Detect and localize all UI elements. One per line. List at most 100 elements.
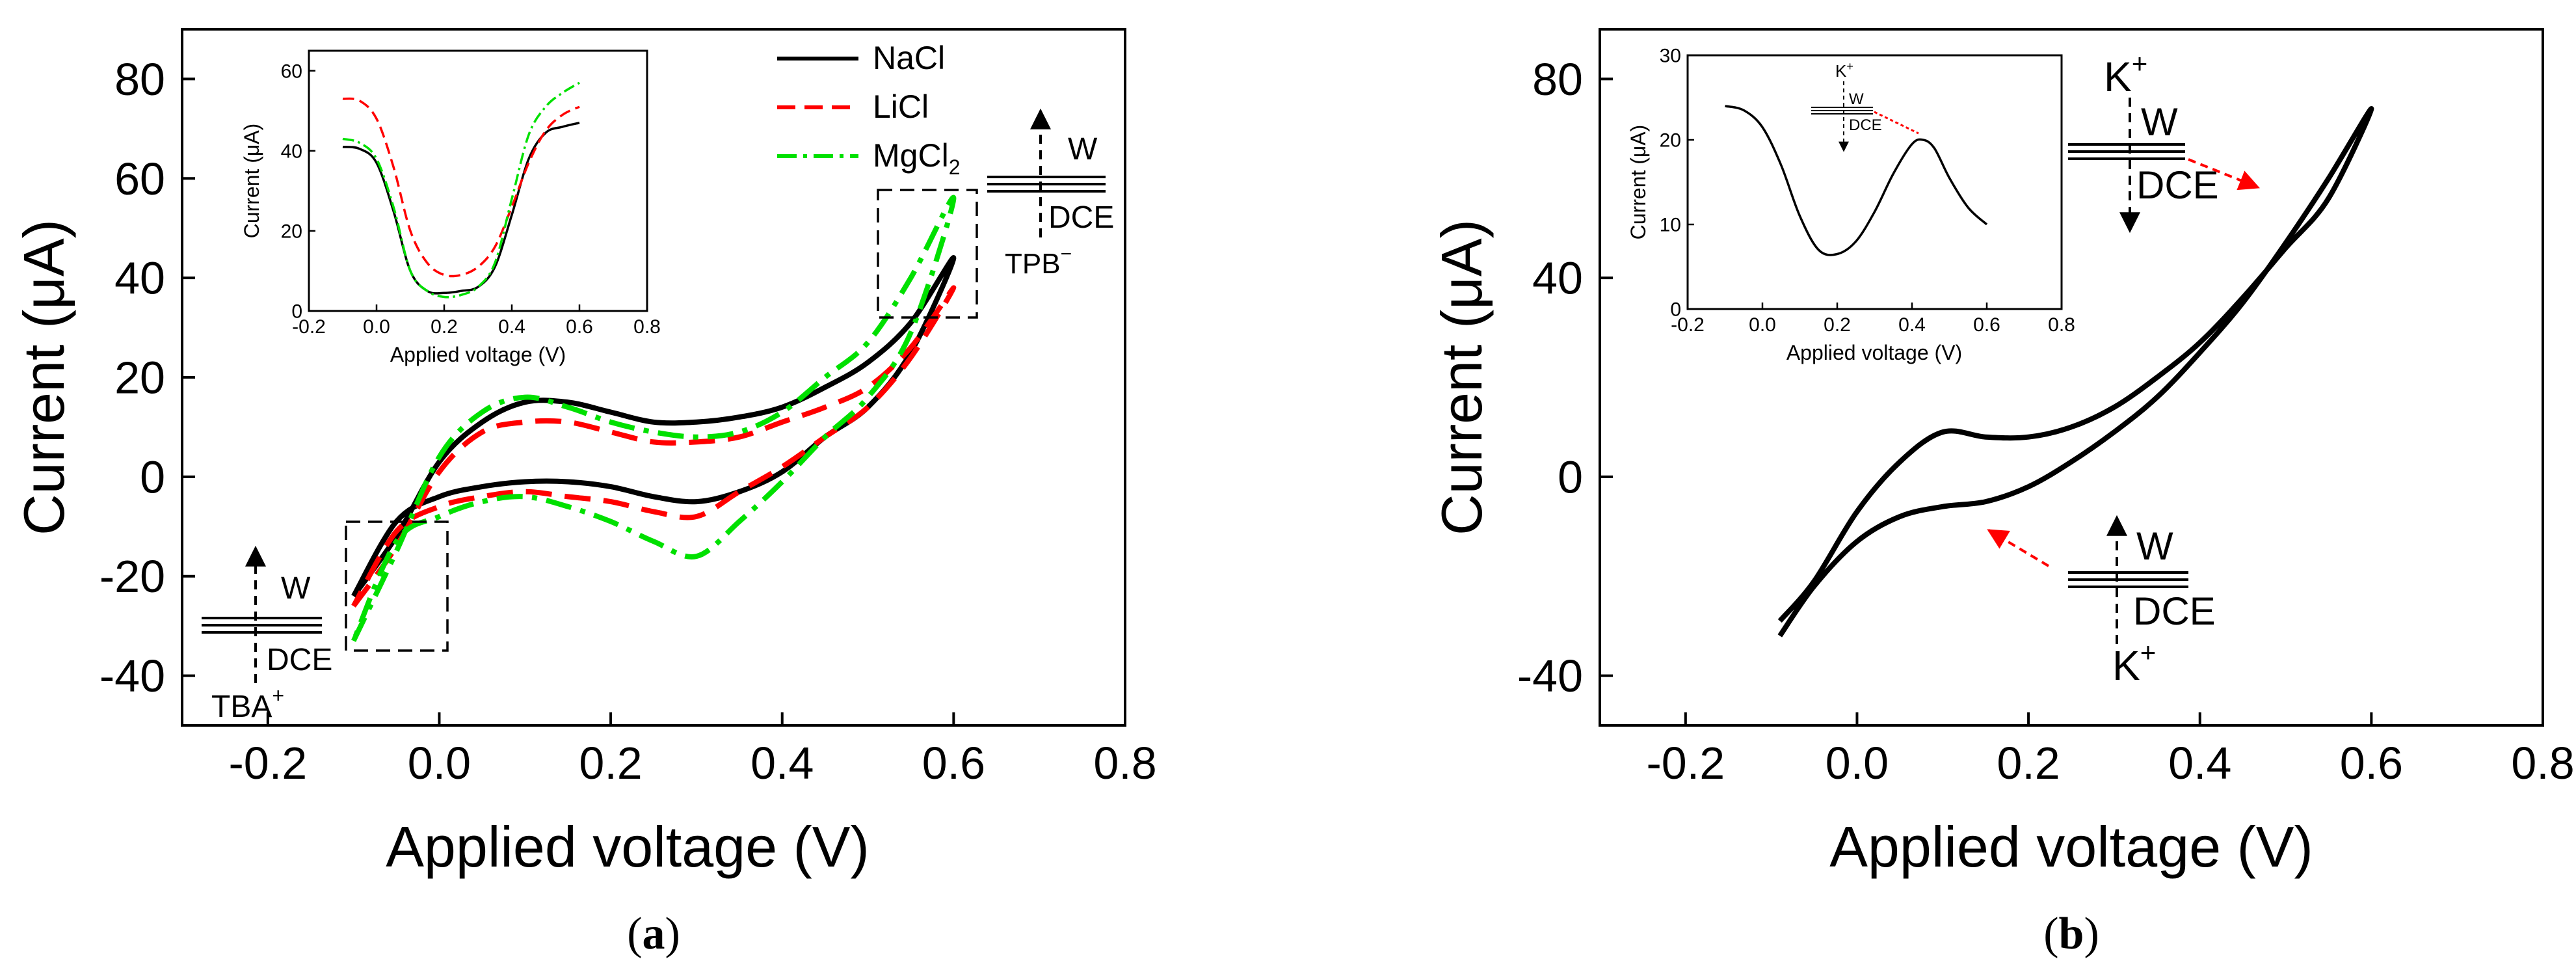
x-tick-label: 0.2 — [1824, 314, 1851, 336]
panel-b-inset-ylabel: Current (μA) — [1627, 125, 1650, 240]
panel-b-top-scheme: K+ W DCE — [2068, 48, 2260, 234]
red-arrow-icon — [1874, 111, 1919, 135]
y-tick-label: 80 — [1532, 54, 1583, 105]
panel-b-series — [1777, 106, 2374, 638]
panel-a-xlabel: Applied voltage (V) — [386, 815, 870, 879]
y-tick-label: 0 — [291, 301, 302, 323]
x-tick-label: 0.6 — [566, 316, 593, 338]
series-line-mgcl2 — [342, 81, 580, 299]
y-tick-label: -40 — [100, 651, 165, 701]
y-tick-label: 20 — [281, 221, 302, 242]
scheme-a-right-dce: DCE — [1048, 200, 1114, 235]
panel-a-ylabel: Current (μA) — [12, 219, 76, 535]
scheme-b-bottom-dce: DCE — [2133, 589, 2216, 633]
y-tick-label: 0 — [140, 451, 165, 502]
scheme-b-top-dce: DCE — [2136, 163, 2219, 207]
panel-b-xlabel: Applied voltage (V) — [1829, 815, 2313, 879]
y-tick-label: -40 — [1517, 651, 1583, 701]
scheme-a-right-ion: TPB− — [1005, 243, 1072, 280]
y-tick-label: 20 — [1660, 130, 1681, 152]
panel-a-legend: NaCl LiCl MgCl2 — [777, 40, 960, 179]
panel-a: -0.2 0.0 0.2 0.4 0.6 0.8 -40 -20 0 20 40 60 80 Curre… — [12, 28, 1157, 959]
panel-b-plot-frame — [1599, 28, 2544, 727]
panel-b-bottom-scheme: W DCE K+ — [1987, 515, 2216, 689]
x-tick-label: 0.8 — [633, 316, 661, 338]
scheme-b-bottom-ion: K+ — [2112, 637, 2156, 689]
x-tick-label: 0.0 — [363, 316, 390, 338]
scheme-b-inset-w: W — [1849, 90, 1864, 108]
x-tick-label: -0.2 — [1647, 738, 1725, 788]
series-line-kcl — [1725, 105, 1988, 256]
scheme-a-left-dce: DCE — [267, 643, 332, 677]
scheme-b-top-ion: K+ — [2104, 48, 2147, 100]
series-line-licl — [342, 97, 580, 278]
y-tick-label: 40 — [281, 141, 302, 162]
legend-label-mgcl2: MgCl2 — [873, 137, 960, 179]
x-tick-label: 0.4 — [498, 316, 525, 338]
y-tick-label: 20 — [114, 353, 165, 403]
series-line-mgcl2 — [351, 195, 957, 642]
x-tick-label: 0.4 — [750, 738, 814, 788]
red-arrow-icon — [1987, 529, 2050, 567]
x-tick-label: 0.8 — [2048, 314, 2075, 336]
x-tick-label: -0.2 — [1671, 314, 1705, 336]
legend-label-licl: LiCl — [873, 88, 929, 125]
panel-b-inset-scheme: K+ W DCE — [1811, 60, 1919, 152]
y-tick-label: 30 — [1660, 46, 1681, 67]
y-tick-label: 80 — [114, 54, 165, 105]
scheme-b-bottom-w: W — [2136, 524, 2173, 568]
x-tick-label: 0.2 — [1997, 738, 2060, 788]
panel-a-dashed-box-low — [345, 520, 449, 652]
x-tick-label: -0.2 — [292, 316, 326, 338]
y-tick-label: 60 — [281, 61, 302, 82]
panel-b: -0.2 0.0 0.2 0.4 0.6 0.8 -40 0 40 80 Current (μA)… — [1429, 28, 2575, 959]
panel-a-series — [351, 195, 957, 642]
panel-b-inset-frame — [1686, 54, 2063, 310]
panel-a-inset-xlabel: Applied voltage (V) — [390, 343, 566, 366]
x-tick-label: -0.2 — [229, 738, 308, 788]
panel-a-inset-series — [342, 81, 580, 299]
panel-b-inset-series — [1725, 105, 1988, 256]
panel-a-label: (a) — [627, 909, 680, 959]
panel-a-dashed-box-high — [877, 189, 978, 319]
y-tick-label: 10 — [1660, 215, 1681, 236]
series-line-licl — [351, 285, 957, 608]
y-tick-label: 60 — [114, 154, 165, 204]
scheme-b-top-w: W — [2141, 100, 2178, 144]
scheme-a-left-w: W — [281, 571, 311, 606]
panel-b-ticks: -0.2 0.0 0.2 0.4 0.6 0.8 -40 0 40 80 — [1517, 54, 2575, 788]
scheme-b-inset-dce: DCE — [1849, 116, 1882, 134]
x-tick-label: 0.6 — [2340, 738, 2403, 788]
y-tick-label: 0 — [1558, 451, 1583, 502]
x-tick-label: 0.8 — [1093, 738, 1156, 788]
panel-b-inset-xlabel: Applied voltage (V) — [1786, 341, 1962, 364]
x-tick-label: 0.6 — [922, 738, 985, 788]
legend-label-nacl: NaCl — [873, 40, 945, 76]
x-tick-label: 0.2 — [579, 738, 642, 788]
panel-b-ylabel: Current (μA) — [1429, 219, 1494, 535]
y-tick-label: -20 — [100, 551, 165, 602]
panel-b-inset-ticks: -0.2 0.0 0.2 0.4 0.6 0.8 0 10 20 30 — [1660, 46, 2075, 336]
x-tick-label: 0.4 — [2168, 738, 2231, 788]
scheme-a-left-ion: TBA+ — [211, 684, 284, 724]
panel-a-left-scheme: W DCE TBA+ — [202, 545, 332, 724]
y-tick-label: 40 — [114, 253, 165, 304]
scheme-a-right-w: W — [1068, 132, 1098, 167]
x-tick-label: 0.0 — [1826, 738, 1889, 788]
y-tick-label: 0 — [1670, 299, 1681, 321]
panel-a-inset-ticks: -0.2 0.0 0.2 0.4 0.6 0.8 0 20 40 60 — [281, 61, 661, 338]
panel-b-label: (b) — [2043, 909, 2099, 959]
panel-a-inset-frame — [308, 49, 648, 312]
panel-a-ticks: -0.2 0.0 0.2 0.4 0.6 0.8 -40 -20 0 20 40 60 80 — [100, 54, 1157, 788]
x-tick-label: 0.0 — [1749, 314, 1776, 336]
x-tick-label: 0.8 — [2511, 738, 2574, 788]
x-tick-label: 0.4 — [1898, 314, 1926, 336]
scheme-b-inset-ion: K+ — [1835, 60, 1853, 81]
x-tick-label: 0.6 — [1973, 314, 2000, 336]
x-tick-label: 0.2 — [431, 316, 458, 338]
series-line-kcl — [1777, 106, 2374, 638]
panel-a-right-scheme: W DCE TPB− — [987, 108, 1114, 280]
